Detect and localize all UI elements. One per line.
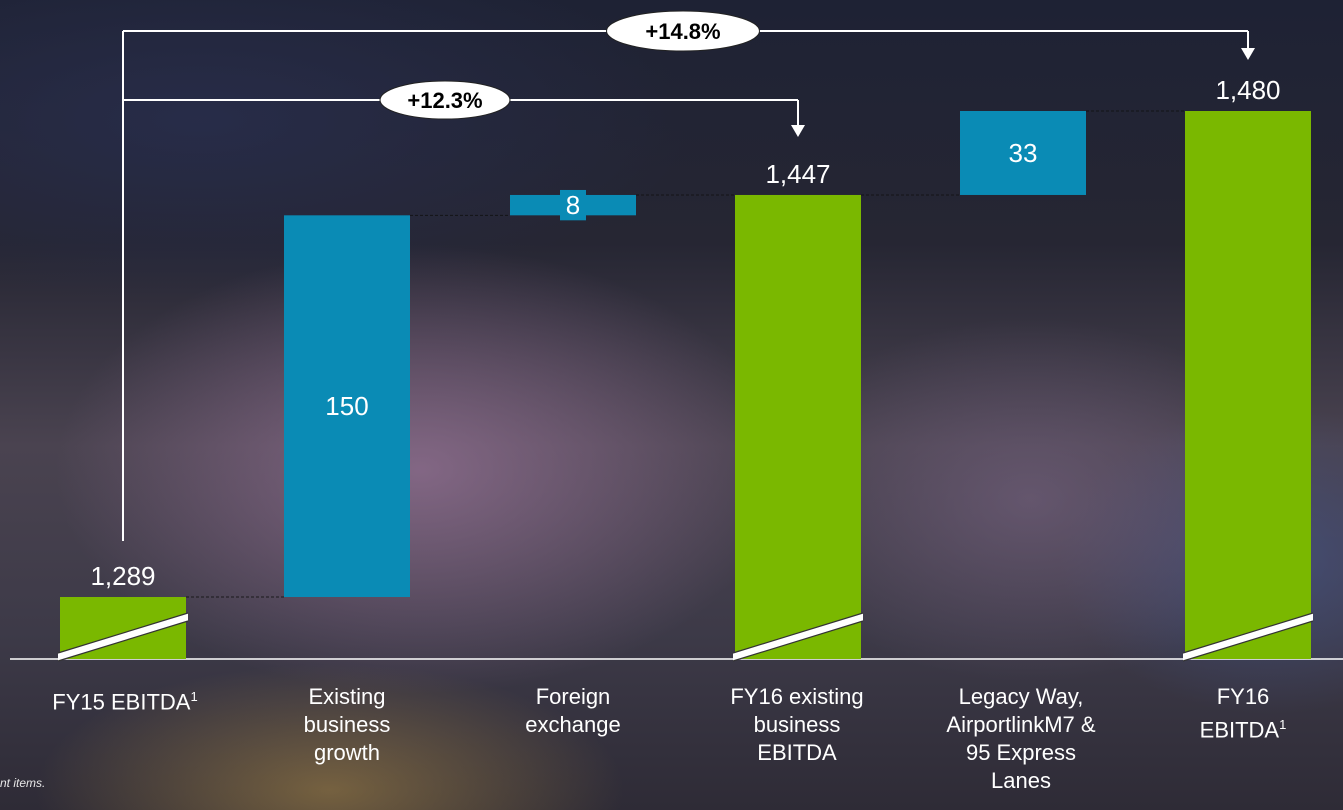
axis-break-mark (1183, 613, 1313, 661)
category-label-fy16-ebitda: FY16 EBITDA1 (1199, 684, 1287, 743)
axis-break-edge (1182, 612, 1314, 654)
category-label-foreign-exchange: Foreign exchange (525, 684, 621, 737)
footnote: nt items. (0, 776, 46, 790)
data-label-2: 8 (566, 190, 580, 220)
data-label-1: 150 (325, 391, 368, 421)
bar-5 (1185, 111, 1311, 659)
axis-break-mark (58, 613, 188, 661)
data-label-4: 33 (1009, 138, 1038, 168)
axis-break-mark (733, 613, 863, 661)
axis-break-edge (732, 620, 864, 662)
category-label-fy16-existing-business-ebitda: FY16 existing business EBITDA (730, 684, 864, 765)
annotation-badge (606, 10, 760, 52)
axis-break-edge (732, 612, 864, 654)
axis-break-edge (1182, 620, 1314, 662)
annotation-label-1: +12.3% (407, 88, 482, 113)
annotation-arrowhead (1241, 48, 1255, 60)
axis-break-edge (57, 620, 189, 662)
data-label-box (560, 189, 586, 221)
bar-1 (284, 215, 410, 598)
data-label-3: 1,447 (765, 159, 830, 189)
category-label-fy15-ebitda: FY15 EBITDA1 (52, 689, 198, 715)
category-label-existing-business-growth: Existing business growth (303, 684, 391, 765)
bar-3 (735, 194, 861, 660)
annotation-label-0: +14.8% (645, 19, 720, 44)
axis-break-edge (57, 612, 189, 654)
annotation-badge (379, 80, 511, 120)
data-label-0: 1,289 (90, 561, 155, 591)
category-label-new-assets: Legacy Way, AirportlinkM7 & 95 Express L… (946, 684, 1096, 793)
annotation-arrowhead (791, 125, 805, 137)
data-label-5: 1,480 (1215, 75, 1280, 105)
bar-4 (960, 111, 1086, 195)
